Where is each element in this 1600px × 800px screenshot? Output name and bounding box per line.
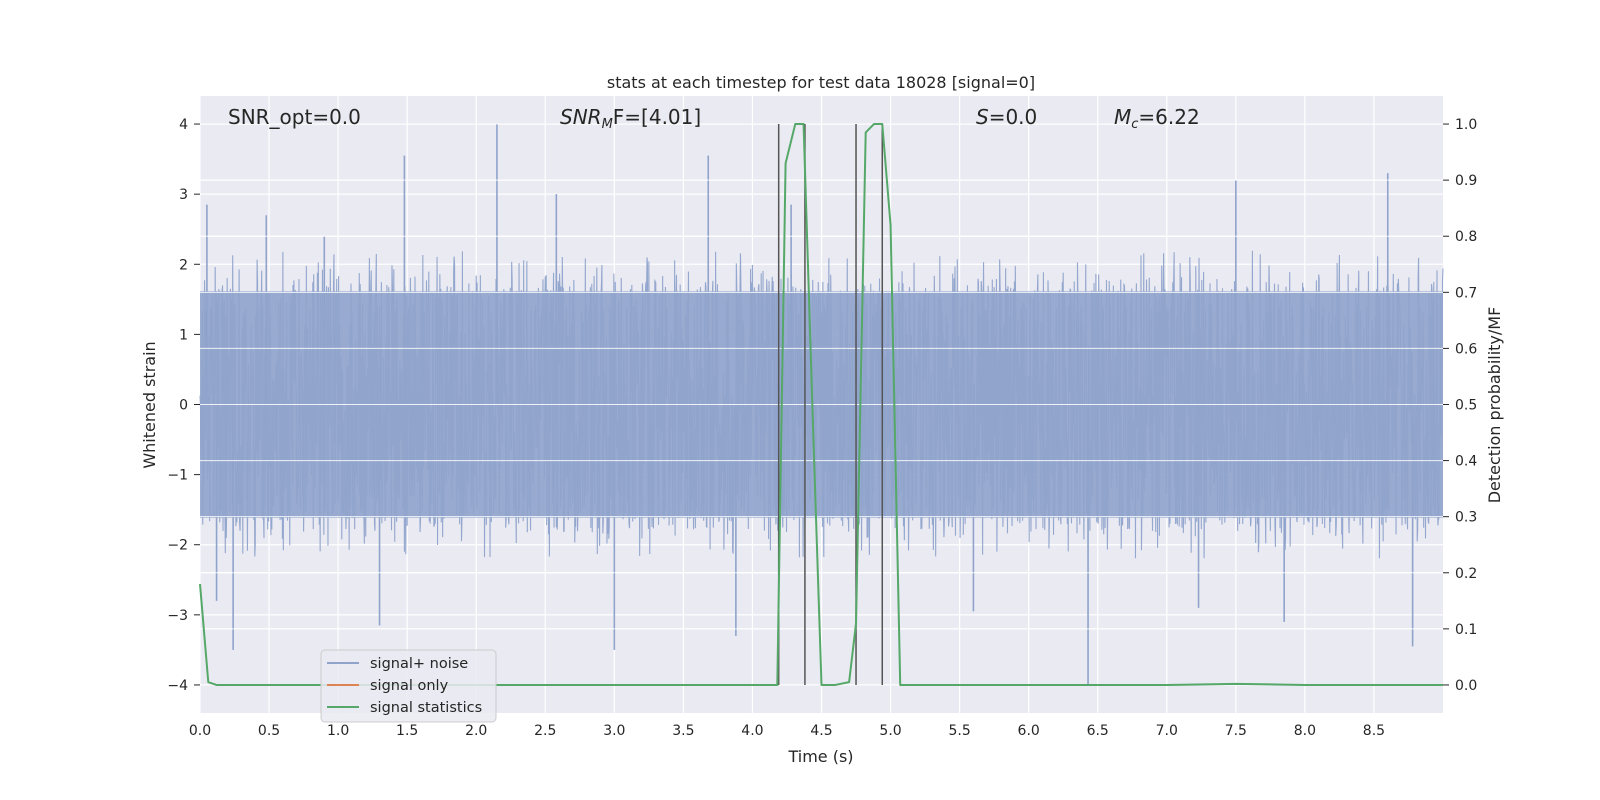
y2-tick-label: 0.5 [1455, 398, 1477, 414]
x-tick-label: 1.0 [327, 723, 349, 739]
y-tick-label: 4 [179, 117, 188, 133]
x-tick-label: 5.0 [879, 723, 901, 739]
y-tick-label: 2 [179, 257, 188, 273]
annotation-snr-mf-tail: F=[4.01] [613, 105, 701, 129]
x-axis-ticks: 0.0 0.5 1.0 1.5 2.0 2.5 3.0 3.5 4.0 4.5 5.0 5.5 6.0 6… [189, 723, 1385, 739]
chart-title: stats at each timestep for test data 180… [607, 73, 1035, 92]
legend-label-signal-statistics: signal statistics [370, 700, 482, 716]
y-tick-label: 0 [179, 398, 188, 414]
y2-tick-label: 0.6 [1455, 341, 1477, 357]
x-tick-label: 2.5 [534, 723, 556, 739]
y-tick-label: −3 [167, 608, 188, 624]
y2-tick-label: 0.7 [1455, 285, 1477, 301]
annotation-s-val: =0.0 [989, 105, 1038, 129]
x-axis-label: Time (s) [787, 747, 853, 766]
y2-tick-label: 0.9 [1455, 173, 1477, 189]
y-tick-label: −4 [167, 678, 188, 694]
x-tick-label: 7.0 [1156, 723, 1178, 739]
y2-axis-ticks: 1.0 0.9 0.8 0.7 0.6 0.5 0.4 0.3 0.2 0.1 0.0 [1443, 117, 1477, 694]
x-tick-label: 8.0 [1294, 723, 1316, 739]
y2-tick-label: 0.2 [1455, 566, 1477, 582]
x-tick-label: 6.5 [1087, 723, 1109, 739]
annotation-snr-mf-sub: M [602, 117, 613, 132]
y2-tick-label: 0.8 [1455, 229, 1477, 245]
legend-label-signal-only: signal only [370, 678, 449, 694]
x-tick-label: 2.0 [465, 723, 487, 739]
y2-tick-label: 0.3 [1455, 510, 1477, 526]
y2-axis-label: Detection probability/MF [1485, 307, 1504, 504]
x-tick-label: 3.0 [603, 723, 625, 739]
annotation-s: S=0.0 [976, 105, 1037, 129]
y-tick-label: −1 [167, 468, 188, 484]
annotation-s-var: S [976, 105, 989, 129]
x-tick-label: 7.5 [1225, 723, 1247, 739]
legend-label-signal-noise: signal+ noise [370, 656, 468, 672]
annotation-mc-val: =6.22 [1138, 105, 1199, 129]
annotation-snr-mf: SNRMF=[4.01] [560, 105, 701, 132]
x-tick-label: 0.5 [258, 723, 280, 739]
y-tick-label: 1 [179, 327, 188, 343]
x-tick-label: 5.5 [948, 723, 970, 739]
annotation-snr-opt: SNR_opt=0.0 [228, 105, 361, 129]
y-axis-ticks: 4 3 2 1 0 −1 −2 −3 −4 [167, 117, 200, 694]
legend-box [320, 649, 497, 723]
y2-tick-label: 1.0 [1455, 117, 1477, 133]
legend: signal+ noise signal only signal statist… [320, 649, 497, 723]
annotation-mc: Mc=6.22 [1114, 105, 1200, 132]
x-tick-label: 3.5 [672, 723, 694, 739]
annotation-snr-mf-main: SNR [560, 105, 602, 129]
x-tick-label: 4.5 [810, 723, 832, 739]
series-signal-noise [199, 123, 1444, 686]
annotation-mc-sub: c [1131, 117, 1138, 132]
y-tick-label: 3 [179, 187, 188, 203]
x-tick-label: 0.0 [189, 723, 211, 739]
x-tick-label: 8.5 [1363, 723, 1385, 739]
x-tick-label: 4.0 [741, 723, 763, 739]
x-tick-label: 6.0 [1018, 723, 1040, 739]
y2-tick-label: 0.0 [1455, 678, 1477, 694]
y2-tick-label: 0.1 [1455, 622, 1477, 638]
y-axis-label: Whitened strain [140, 341, 159, 468]
y2-tick-label: 0.4 [1455, 454, 1477, 470]
x-tick-label: 1.5 [396, 723, 418, 739]
annotation-mc-var: M [1114, 105, 1131, 129]
y-tick-label: −2 [167, 538, 188, 554]
